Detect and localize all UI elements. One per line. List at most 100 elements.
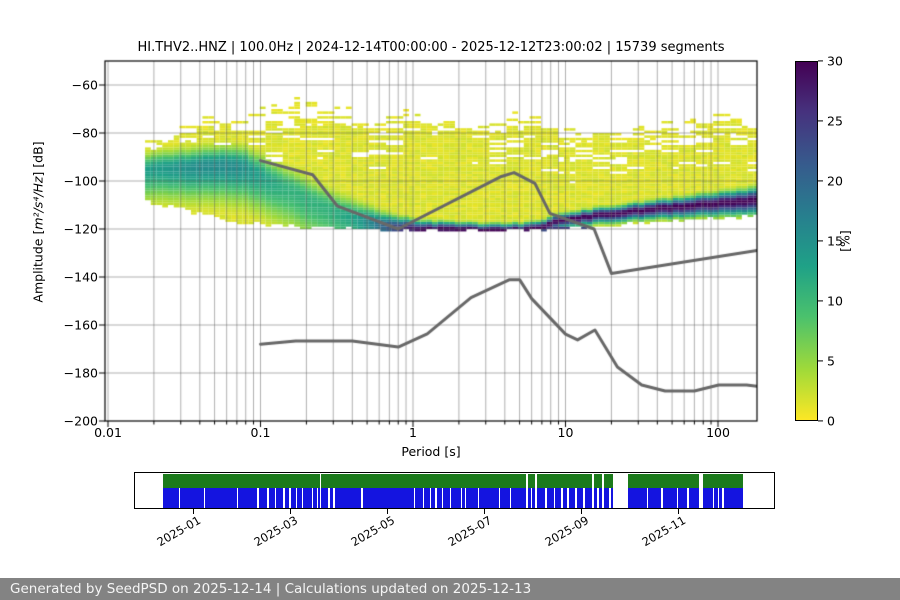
colorbar bbox=[795, 61, 818, 421]
timeline-date-label: 2025-07 bbox=[445, 513, 494, 550]
timeline-date-label: 2025-11 bbox=[639, 513, 689, 550]
timeline-gap bbox=[267, 488, 269, 508]
y-tick-label: −60 bbox=[71, 77, 98, 93]
timeline-gap bbox=[301, 488, 304, 508]
colorbar-tick bbox=[818, 240, 823, 242]
y-tick-label: −160 bbox=[63, 317, 98, 333]
timeline-gap bbox=[311, 488, 313, 508]
y-axis-label-suffix: ] [dB] bbox=[30, 141, 46, 177]
timeline-gap bbox=[449, 488, 451, 508]
x-tick-label: 0.1 bbox=[250, 425, 271, 440]
timeline-coverage-green bbox=[162, 473, 743, 488]
timeline-gap bbox=[236, 488, 239, 508]
timeline-gap bbox=[316, 488, 319, 508]
x-tick-label: 0.01 bbox=[94, 425, 122, 440]
timeline-tick bbox=[483, 509, 485, 514]
timeline-gap bbox=[203, 488, 205, 508]
plot-title: HI.THV2..HNZ | 100.0Hz | 2024-12-14T00:0… bbox=[137, 40, 725, 55]
timeline-gap bbox=[422, 488, 425, 508]
colorbar-tick-label: 15 bbox=[827, 233, 843, 249]
y-tick-label: −180 bbox=[63, 365, 98, 381]
x-tick-label: 10 bbox=[557, 425, 574, 440]
timeline-gap bbox=[319, 473, 322, 508]
ppsd-heatmap-canvas bbox=[0, 0, 900, 470]
timeline-date-label: 2025-05 bbox=[348, 513, 397, 550]
timeline-gap bbox=[677, 488, 679, 508]
timeline-gap bbox=[583, 488, 585, 508]
timeline-gap bbox=[592, 473, 594, 508]
timeline-gap bbox=[295, 488, 297, 508]
timeline-gap bbox=[575, 488, 577, 508]
colorbar-tick-label: 25 bbox=[827, 113, 843, 129]
timeline-coverage-blue bbox=[162, 488, 743, 508]
timeline-tick bbox=[192, 509, 195, 514]
timeline-gap bbox=[687, 488, 689, 508]
timeline-gap bbox=[698, 473, 704, 508]
timeline-gap bbox=[477, 488, 480, 508]
colorbar-tick-label: 5 bbox=[827, 353, 835, 369]
timeline-gap bbox=[717, 488, 720, 508]
timeline-tick bbox=[678, 509, 680, 514]
timeline-gap bbox=[328, 488, 330, 508]
timeline-gap bbox=[429, 488, 432, 508]
timeline-gap bbox=[434, 488, 438, 508]
timeline-gap bbox=[509, 488, 512, 508]
footer-text: Generated by SeedPSD on 2025-12-14 | Cal… bbox=[10, 581, 532, 597]
timeline-gap bbox=[661, 488, 663, 508]
colorbar-tick-label: 20 bbox=[827, 173, 843, 189]
y-tick-label: −100 bbox=[63, 173, 98, 189]
colorbar-tick-label: 0 bbox=[827, 413, 835, 429]
colorbar-tick bbox=[818, 60, 823, 62]
y-tick-label: −80 bbox=[71, 125, 98, 141]
x-tick-label: 100 bbox=[706, 425, 730, 440]
timeline-gap bbox=[361, 488, 363, 508]
x-axis-label: Period [s] bbox=[401, 444, 461, 459]
colorbar-tick bbox=[818, 180, 823, 182]
timeline-gap bbox=[712, 488, 715, 508]
colorbar-tick bbox=[818, 420, 823, 422]
timeline-gap bbox=[461, 488, 463, 508]
timeline-gap bbox=[613, 473, 628, 508]
timeline-gap bbox=[602, 473, 605, 508]
timeline-gap bbox=[413, 488, 416, 508]
timeline-gap bbox=[441, 488, 444, 508]
timeline-date-label: 2025-09 bbox=[542, 513, 591, 550]
y-axis-label-units: m²/s⁴/Hz bbox=[30, 176, 46, 230]
timeline-gap bbox=[498, 488, 501, 508]
timeline-gap bbox=[257, 488, 259, 508]
timeline-gap bbox=[609, 488, 611, 508]
timeline-coverage-bar bbox=[133, 472, 775, 509]
timeline-gap bbox=[567, 488, 569, 508]
colorbar-tick-label: 10 bbox=[827, 293, 843, 309]
y-axis-label-prefix: Amplitude [ bbox=[30, 229, 46, 303]
timeline-tick bbox=[386, 509, 389, 514]
y-tick-label: −120 bbox=[63, 221, 98, 237]
colorbar-tick bbox=[818, 360, 823, 362]
colorbar-tick bbox=[818, 120, 823, 122]
y-tick-label: −200 bbox=[63, 413, 98, 429]
timeline-date-label: 2025-01 bbox=[154, 513, 203, 550]
timeline-gap bbox=[647, 488, 649, 508]
timeline-tick bbox=[290, 509, 292, 514]
timeline-gap bbox=[275, 488, 277, 508]
timeline-gap bbox=[553, 488, 556, 508]
timeline-gap bbox=[530, 488, 533, 508]
timeline-gap bbox=[289, 488, 291, 508]
timeline-gap bbox=[178, 488, 180, 508]
timeline-tick bbox=[580, 509, 582, 514]
y-tick-label: −140 bbox=[63, 269, 98, 285]
timeline-gap bbox=[561, 488, 563, 508]
timeline-gap bbox=[722, 488, 724, 508]
timeline-gap bbox=[525, 473, 528, 508]
timeline-gap bbox=[535, 473, 538, 508]
y-axis-label: Amplitude [m²/s⁴/Hz] [dB] bbox=[31, 141, 46, 302]
timeline-gap bbox=[545, 488, 547, 508]
timeline-gap bbox=[464, 488, 467, 508]
x-tick-label: 1 bbox=[409, 425, 417, 440]
colorbar-tick bbox=[818, 300, 823, 302]
timeline-gap bbox=[597, 488, 599, 508]
colorbar-tick-label: 30 bbox=[827, 53, 843, 69]
timeline-gap bbox=[333, 488, 335, 508]
footer-bar: Generated by SeedPSD on 2025-12-14 | Cal… bbox=[0, 578, 900, 600]
